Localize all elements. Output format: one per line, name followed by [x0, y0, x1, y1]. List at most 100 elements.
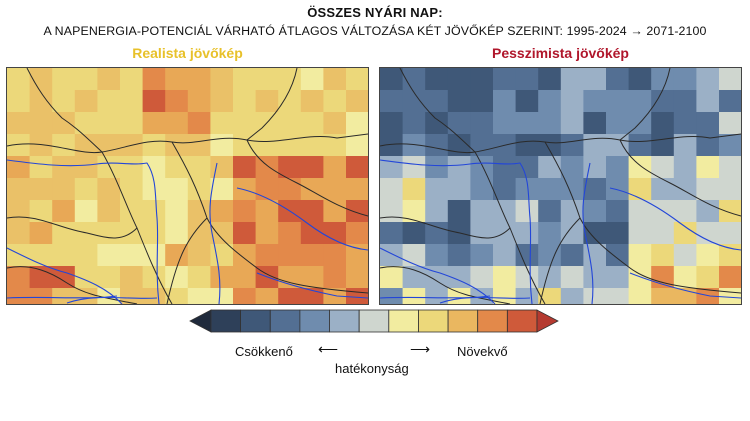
- grid-cell: [606, 222, 630, 245]
- river-line: [380, 159, 533, 304]
- grid-cell: [255, 244, 279, 267]
- grid-cell: [673, 112, 697, 135]
- grid-cell: [97, 200, 121, 223]
- border-line: [7, 216, 138, 239]
- grid-cell: [278, 288, 302, 304]
- river-line: [380, 247, 496, 304]
- grid-cell: [651, 266, 675, 289]
- grid-cell: [346, 178, 368, 201]
- grid-cell: [120, 200, 144, 223]
- grid-cell: [255, 222, 279, 245]
- grid-cell: [278, 156, 302, 179]
- grid-cell: [142, 222, 166, 245]
- grid-cell: [210, 266, 234, 289]
- grid-cell: [628, 156, 652, 179]
- grid-cell: [233, 90, 257, 113]
- grid-cell: [97, 156, 121, 179]
- river-line: [209, 162, 221, 304]
- grid-cell: [323, 178, 347, 201]
- grid-cell: [233, 156, 257, 179]
- colorbar-swatch: [299, 309, 330, 333]
- grid-cell: [651, 222, 675, 245]
- grid-cell: [165, 288, 189, 304]
- grid-cell: [233, 112, 257, 135]
- grid-cell: [233, 288, 257, 304]
- grid-cell: [470, 90, 494, 113]
- grid-cell: [187, 244, 211, 267]
- grid-cell: [583, 112, 607, 135]
- pesszimista-map: [379, 67, 742, 305]
- grid-cell: [651, 178, 675, 201]
- grid-cell: [97, 178, 121, 201]
- grid-cell: [380, 266, 404, 289]
- grid-cell: [402, 112, 426, 135]
- grid-cell: [538, 112, 562, 135]
- grid-cell: [278, 244, 302, 267]
- grid-cell: [142, 90, 166, 113]
- colorbar-max-arrow: [536, 309, 559, 333]
- grid-cell: [29, 90, 53, 113]
- grid-cell: [323, 68, 347, 91]
- colorbar-swatch: [358, 309, 390, 333]
- grid-cell: [583, 68, 607, 91]
- grid-cell: [560, 90, 584, 113]
- grid-cell: [493, 90, 517, 113]
- grid-cell: [142, 244, 166, 267]
- grid-cell: [187, 266, 211, 289]
- grid-cell: [97, 288, 121, 304]
- grid-cell: [425, 178, 449, 201]
- river-line: [609, 187, 741, 251]
- grid-cell: [165, 200, 189, 223]
- river-line: [7, 295, 118, 299]
- grid-cell: [402, 288, 426, 304]
- grid-cell: [210, 156, 234, 179]
- grid-cell: [470, 244, 494, 267]
- grid-cell: [255, 68, 279, 91]
- grid-cell: [74, 156, 98, 179]
- grid-cell: [493, 222, 517, 245]
- grid-cell: [255, 178, 279, 201]
- river-line: [236, 187, 368, 251]
- grid-cell: [515, 266, 539, 289]
- grid-cell: [142, 178, 166, 201]
- grid-cell: [52, 112, 76, 135]
- border-line: [539, 217, 581, 304]
- colorbar-min-arrow: [189, 309, 212, 333]
- grid-cell: [402, 222, 426, 245]
- grid-cell: [120, 90, 144, 113]
- grid-cell: [97, 244, 121, 267]
- grid-cell: [696, 200, 720, 223]
- border-line: [7, 266, 138, 304]
- grid-cell: [323, 244, 347, 267]
- grid-cell: [300, 244, 324, 267]
- colorbar-swatch: [506, 309, 538, 333]
- grid-cell: [470, 222, 494, 245]
- grid-cell: [278, 178, 302, 201]
- grid-cell: [380, 156, 404, 179]
- grid-cell: [538, 200, 562, 223]
- grid-cell: [278, 134, 302, 157]
- grid-cell: [380, 178, 404, 201]
- grid-cell: [538, 68, 562, 91]
- increasing-label: Növekvő: [457, 344, 508, 359]
- grid-cell: [233, 134, 257, 157]
- grid-cell: [696, 90, 720, 113]
- grid-cell: [719, 266, 741, 289]
- grid-cell: [7, 200, 31, 223]
- grid-cell: [29, 266, 53, 289]
- grid-cell: [380, 68, 404, 91]
- grid-cell: [233, 68, 257, 91]
- grid-cell: [52, 68, 76, 91]
- border-line: [246, 68, 298, 141]
- grid-cell: [300, 90, 324, 113]
- grid-cell: [696, 178, 720, 201]
- grid-cell: [447, 178, 471, 201]
- grid-cell: [74, 288, 98, 304]
- grid-cell: [165, 90, 189, 113]
- grid-cell: [606, 288, 630, 304]
- grid-cell: [538, 178, 562, 201]
- grid-cell: [120, 68, 144, 91]
- grid-cell: [323, 200, 347, 223]
- grid-cell: [300, 222, 324, 245]
- grid-cell: [493, 266, 517, 289]
